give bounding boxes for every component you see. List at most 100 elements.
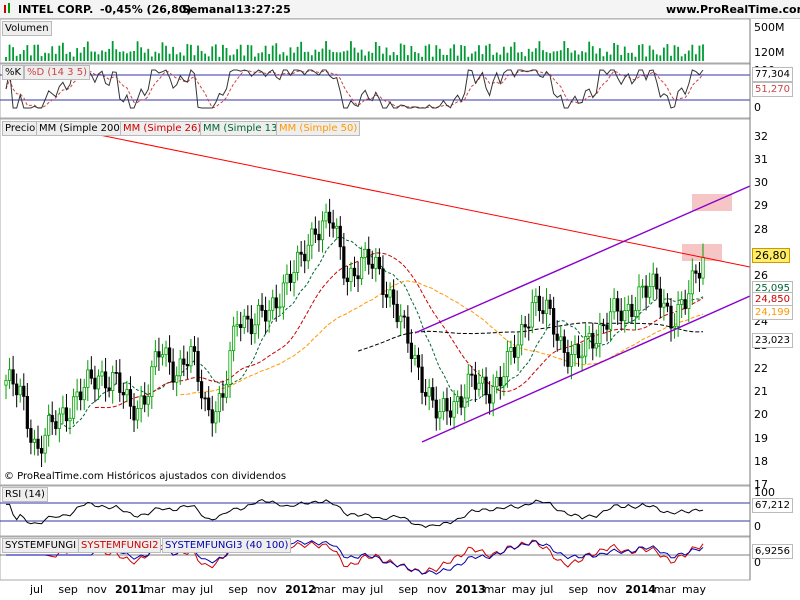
volume-bar — [126, 53, 128, 61]
channel-lower-line[interactable] — [421, 295, 751, 443]
price-candle — [47, 404, 51, 447]
channel-upper-line[interactable] — [414, 185, 751, 334]
price-candle — [420, 354, 424, 405]
price-candle — [192, 336, 197, 366]
price-candle — [360, 246, 364, 286]
price-candle — [210, 395, 214, 437]
price-candle — [310, 222, 314, 260]
volume-bar — [54, 53, 57, 61]
price-candle — [285, 264, 289, 295]
price-candle — [231, 316, 236, 362]
price-candle — [384, 281, 389, 309]
volume-bar — [264, 45, 267, 61]
volume-bar — [115, 49, 118, 61]
systemfungi-label[interactable]: SYSTEMFUNGI — [2, 538, 80, 553]
price-candle — [352, 256, 357, 287]
price-candle — [93, 365, 97, 403]
resistance-trendline[interactable] — [74, 129, 751, 268]
volume-bar — [648, 45, 651, 61]
volume-bar — [563, 41, 566, 61]
volume-label[interactable]: Volumen — [2, 21, 52, 36]
price-candle — [89, 356, 93, 385]
volume-bar — [158, 53, 160, 61]
price-candle — [111, 365, 115, 404]
volume-bar — [193, 55, 196, 61]
price-candle — [43, 428, 47, 463]
sma50-tag: 24,199 — [752, 305, 793, 320]
stoch-d-label[interactable]: %D (14 3 5) — [24, 65, 90, 80]
volume-bar — [517, 52, 519, 61]
price-candle — [637, 274, 641, 321]
volume-bar — [122, 51, 125, 61]
legend-sma50[interactable]: MM (Simple 50) — [276, 121, 361, 136]
price-candle — [342, 232, 346, 286]
price-candle — [153, 340, 157, 376]
rsi-label[interactable]: RSI (14) — [2, 487, 48, 502]
legend-sma26[interactable]: MM (Simple 26) — [120, 121, 205, 136]
target-zone-current[interactable] — [682, 244, 722, 261]
price-candle — [306, 234, 310, 269]
x-axis-tick: mar — [653, 583, 676, 596]
volume-bar — [470, 53, 473, 61]
price-candle — [644, 275, 648, 311]
price-candle — [79, 378, 83, 411]
price-candle — [541, 296, 545, 324]
volume-bar — [570, 52, 573, 61]
price-candle — [242, 309, 246, 334]
price-candle — [196, 337, 200, 392]
price-candle — [466, 364, 470, 407]
x-axis-tick: may — [171, 583, 196, 596]
x-axis-tick: jul — [370, 583, 384, 596]
volume-bar — [207, 56, 210, 61]
price-candle — [473, 361, 478, 403]
volume-bar — [314, 49, 317, 61]
x-axis-tick: may — [682, 583, 706, 596]
volume-bar — [627, 52, 630, 61]
price-candle — [427, 378, 431, 411]
legend-price[interactable]: Precio — [2, 121, 39, 136]
chart-menu-icon[interactable] — [3, 2, 13, 14]
price-candle — [477, 369, 481, 397]
systemfungi3-label[interactable]: SYSTEMFUNGI3 (40 100) — [162, 538, 292, 553]
price-candle — [616, 290, 620, 325]
volume-bar — [214, 44, 217, 61]
rsi-line — [6, 498, 704, 528]
price-candle — [680, 291, 684, 319]
volume-bar — [332, 51, 335, 61]
volume-bar — [168, 53, 171, 61]
price-candle — [381, 255, 385, 309]
legend-sma200[interactable]: MM (Simple 200) — [36, 121, 127, 136]
volume-tick-low: 120M — [754, 46, 785, 59]
site-name[interactable]: www.ProRealTime.com — [666, 3, 800, 16]
stoch-k-label[interactable]: %K — [2, 65, 25, 80]
volume-bar — [378, 45, 381, 61]
volume-bar — [499, 54, 502, 61]
price-candle — [331, 209, 335, 238]
price-candle — [207, 386, 211, 417]
systemfungi2-label[interactable]: SYSTEMFUNGI2 — [78, 538, 162, 553]
price-axis-tick: 31 — [754, 152, 768, 166]
volume-bar — [392, 52, 395, 61]
volume-bar — [374, 41, 377, 61]
volume-bar — [634, 56, 637, 61]
price-candle — [54, 410, 58, 436]
price-candle — [57, 407, 61, 443]
price-candle — [488, 381, 492, 415]
volume-bar — [606, 51, 608, 61]
volume-bar — [485, 45, 487, 61]
volume-bar — [474, 51, 477, 61]
volume-bar — [577, 54, 580, 61]
price-candle — [388, 282, 392, 308]
price-axis-tick: 26 — [754, 268, 768, 282]
price-candle — [18, 378, 22, 403]
price-candle — [75, 378, 79, 411]
legend-sma13[interactable]: MM (Simple 13) — [200, 121, 285, 136]
volume-bar — [147, 48, 150, 61]
volume-bar — [666, 44, 669, 61]
price-candle — [235, 310, 239, 337]
period-label[interactable]: Semanal — [182, 3, 236, 16]
price-candle — [520, 314, 524, 356]
sma50-line — [180, 280, 704, 396]
volume-bar — [150, 56, 153, 61]
